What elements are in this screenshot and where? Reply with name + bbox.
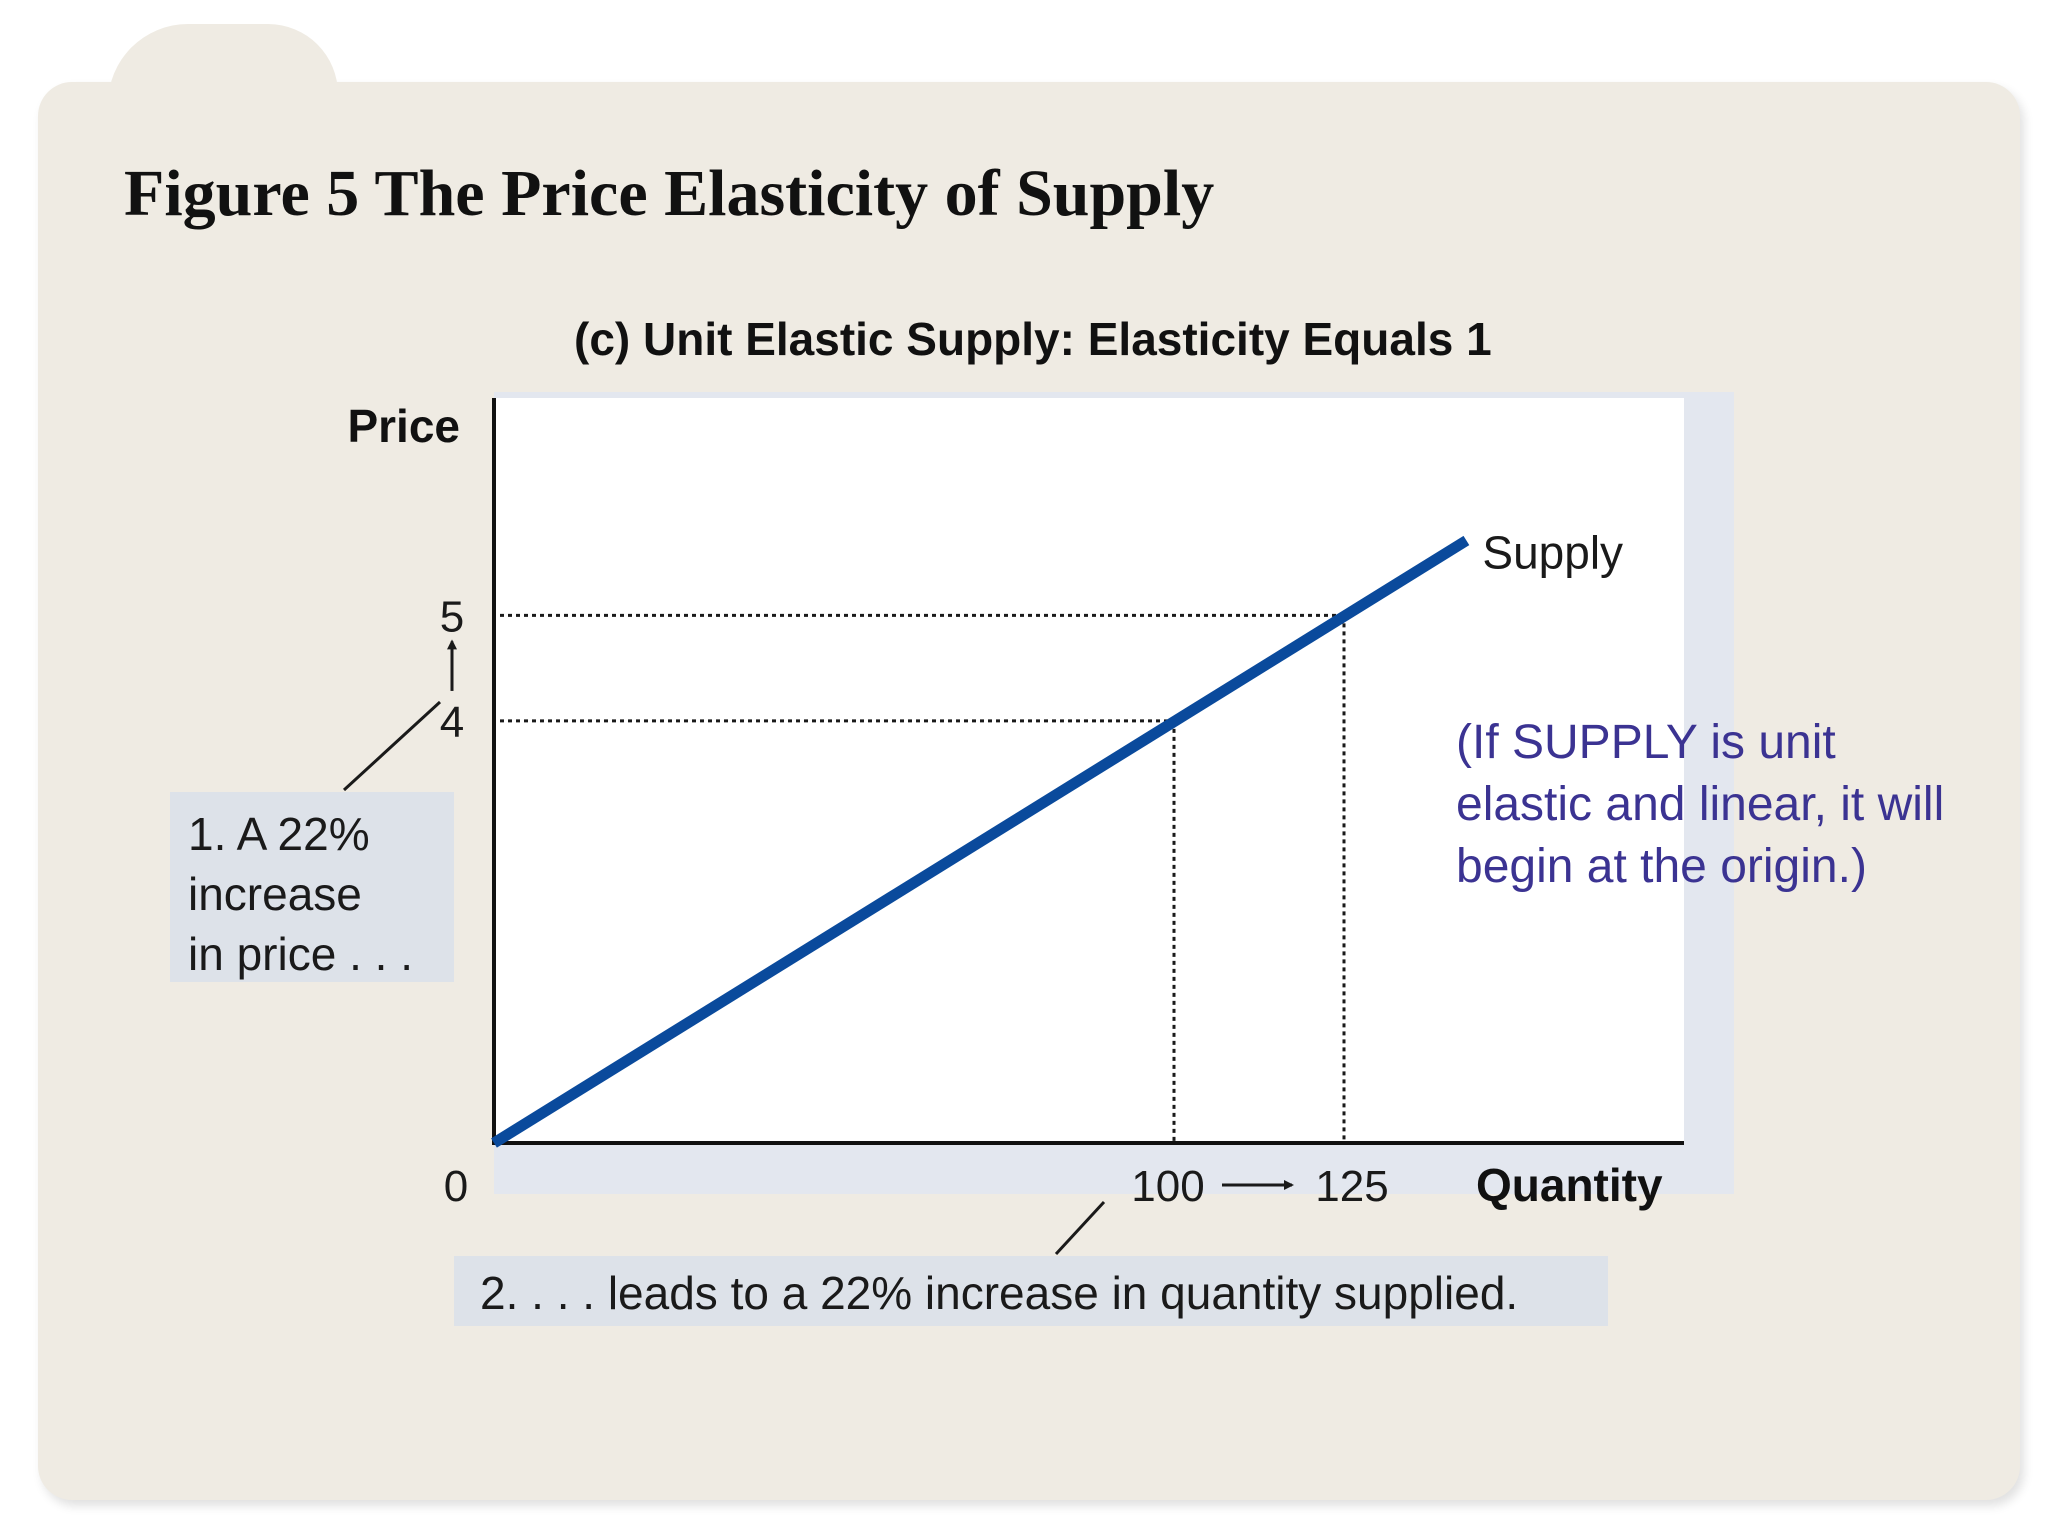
y-tick-label-5: 5: [440, 592, 464, 641]
chart-title: (c) Unit Elastic Supply: Elasticity Equa…: [574, 313, 1492, 365]
page-title: Figure 5 The Price Elasticity of Supply: [124, 157, 1215, 230]
x-axis-label: Quantity: [1476, 1159, 1663, 1211]
origin-label: 0: [444, 1162, 468, 1211]
quantity-callout-line: [1054, 1200, 1106, 1256]
price-annotation-line-2: increase: [188, 868, 362, 920]
x-tick-label-125: 125: [1315, 1162, 1388, 1211]
y-tick-label-4: 4: [440, 698, 464, 747]
price-increase-annotation: 1. A 22% increase in price . . .: [170, 792, 454, 982]
price-annotation-line-1: 1. A 22%: [188, 808, 370, 860]
y-axis-label: Price: [347, 400, 460, 452]
note-line-1: (If SUPPLY is unit: [1456, 716, 1836, 769]
price-callout-line: [342, 700, 442, 792]
supply-curve: [491, 535, 1470, 1148]
note-line-2: elastic and linear, it will: [1456, 778, 1945, 831]
price-annotation-line-3: in price . . .: [188, 928, 413, 980]
unit-elastic-note: (If SUPPLY is unit elastic and linear, i…: [1456, 712, 2016, 898]
note-line-3: begin at the origin.): [1456, 840, 1867, 893]
quantity-increase-annotation: 2. . . . leads to a 22% increase in quan…: [454, 1256, 1608, 1326]
x-tick-label-100: 100: [1131, 1162, 1204, 1211]
card-tab: [108, 24, 338, 134]
supply-label: Supply: [1482, 527, 1623, 579]
